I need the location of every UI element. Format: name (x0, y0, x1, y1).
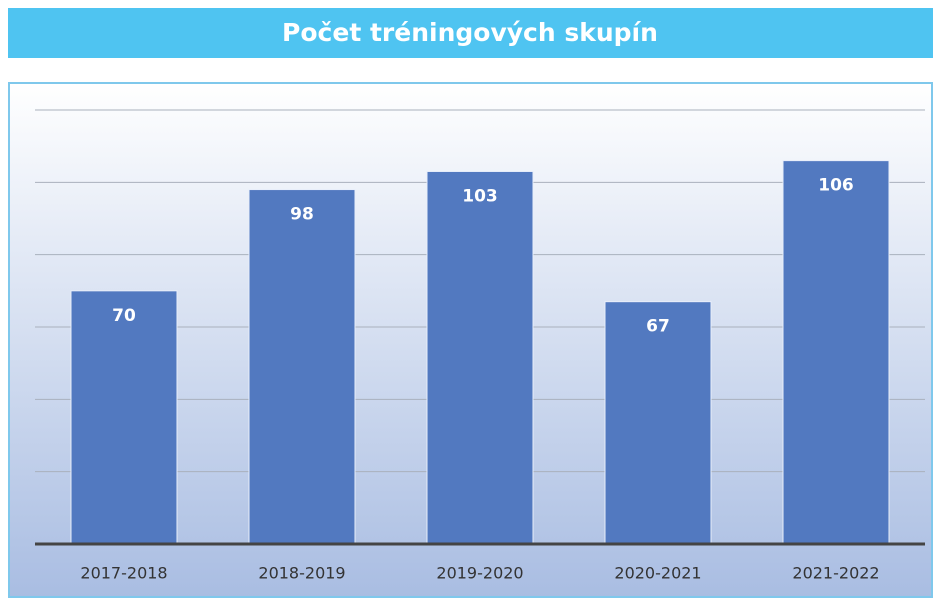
data-label: 106 (818, 176, 854, 196)
x-tick-label: 2021-2022 (792, 564, 879, 583)
data-label: 67 (646, 317, 670, 337)
x-tick-label: 2019-2020 (436, 564, 523, 583)
bar (70, 290, 178, 545)
title-banner (8, 8, 933, 58)
chart-title: Počet tréningových skupín (282, 18, 658, 47)
x-tick-label: 2020-2021 (614, 564, 701, 583)
x-tick-label: 2018-2019 (258, 564, 345, 583)
bar (426, 170, 534, 545)
bar (248, 189, 356, 545)
data-label: 70 (112, 306, 136, 326)
data-label: 98 (290, 205, 314, 225)
bar (604, 301, 712, 545)
bar (782, 160, 890, 545)
x-tick-label: 2017-2018 (80, 564, 167, 583)
data-label: 103 (462, 186, 498, 206)
